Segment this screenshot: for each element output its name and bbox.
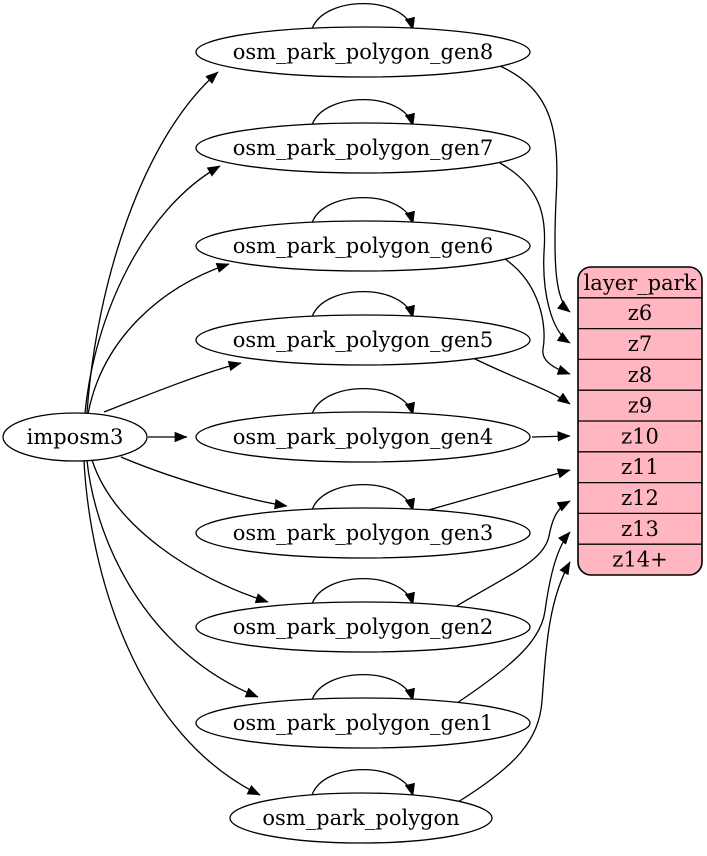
gen6-ellipse (195, 220, 531, 272)
node-imposm3: imposm3 (2, 412, 148, 462)
edge-gen3-to-z11 (424, 468, 571, 512)
osm-park-polygon-ellipse (229, 792, 493, 844)
layer-row-z6: z6 (628, 301, 652, 325)
gen1-label: osm_park_polygon_gen1 (233, 711, 494, 735)
layer-row-z9: z9 (628, 394, 652, 418)
edge-imposm3-to-gen8 (86, 71, 219, 414)
gen8-label: osm_park_polygon_gen8 (233, 40, 494, 64)
edge-gen4-to-z10 (531, 431, 571, 442)
edges-to-layer-rows (424, 65, 571, 803)
self-loop-gen3 (311, 484, 415, 512)
layer-row-z12: z12 (621, 486, 659, 510)
self-loop-gen4 (311, 388, 415, 416)
gen8-ellipse (195, 26, 531, 78)
layer-row-z10: z10 (621, 424, 659, 448)
node-osm-park-polygon-gen4: osm_park_polygon_gen4 (195, 411, 531, 463)
gen7-ellipse (195, 122, 531, 174)
edge-gen5-to-z9 (472, 357, 571, 405)
imposm3-ellipse (2, 412, 148, 462)
node-osm-park-polygon-gen2: osm_park_polygon_gen2 (195, 601, 531, 653)
layer-row-z11: z11 (621, 455, 659, 479)
gen2-ellipse (195, 601, 531, 653)
gen1-ellipse (195, 697, 531, 749)
edge-gen7-to-z7 (499, 162, 571, 344)
gen4-ellipse (195, 411, 531, 463)
layer-park-row-separators (578, 297, 702, 545)
gen7-label: osm_park_polygon_gen7 (233, 136, 494, 160)
node-layer-park: layer_park z6 z7 z8 z9 z10 z11 z12 z13 z… (577, 266, 703, 576)
gen4-label: osm_park_polygon_gen4 (233, 425, 494, 449)
edge-gen2-to-z12 (454, 500, 571, 608)
layer-row-z7: z7 (628, 332, 652, 356)
layer-row-z13: z13 (621, 517, 659, 541)
edge-imposm3-to-osm-park-polygon (83, 460, 261, 796)
gen5-ellipse (195, 314, 531, 366)
layer-park-title: layer_park (584, 271, 697, 295)
self-loop-osm-park-polygon (311, 769, 415, 797)
gen3-label: osm_park_polygon_gen3 (233, 521, 494, 545)
osm-park-polygon-label: osm_park_polygon (262, 806, 459, 830)
edge-imposm3-to-gen5 (103, 360, 242, 413)
gen2-label: osm_park_polygon_gen2 (233, 615, 494, 639)
edge-imposm3-to-gen1 (86, 460, 259, 698)
gen6-label: osm_park_polygon_gen6 (233, 234, 494, 258)
node-osm-park-polygon-gen8: osm_park_polygon_gen8 (195, 26, 531, 78)
edge-imposm3-to-gen3 (120, 456, 288, 510)
edge-imposm3-to-gen7 (84, 165, 221, 414)
imposm3-label: imposm3 (27, 425, 124, 449)
edge-osm-park-polygon-to-z14 (457, 561, 571, 803)
node-osm-park-polygon-gen7: osm_park_polygon_gen7 (195, 122, 531, 174)
self-loop-gen2 (311, 578, 415, 606)
self-loop-gen8 (311, 3, 415, 31)
edge-gen1-to-z13 (456, 531, 571, 704)
node-osm-park-polygon-gen1: osm_park_polygon_gen1 (195, 697, 531, 749)
node-osm-park-polygon-gen5: osm_park_polygon_gen5 (195, 314, 531, 366)
layer-row-z8: z8 (628, 363, 652, 387)
node-osm-park-polygon-gen3: osm_park_polygon_gen3 (195, 507, 531, 559)
self-loop-gen1 (311, 674, 415, 702)
edge-gen6-to-z8 (504, 258, 571, 375)
layer-row-z14: z14+ (612, 548, 667, 572)
edge-imposm3-to-gen2 (91, 459, 269, 604)
gen3-ellipse (195, 507, 531, 559)
node-osm-park-polygon: osm_park_polygon (229, 792, 493, 844)
edge-gen8-to-z6 (499, 65, 571, 313)
edge-imposm3-to-gen6 (87, 262, 230, 415)
self-loops (311, 3, 415, 797)
self-loop-gen5 (311, 291, 415, 319)
gen5-label: osm_park_polygon_gen5 (233, 328, 494, 352)
self-loop-gen6 (311, 197, 415, 225)
node-osm-park-polygon-gen6: osm_park_polygon_gen6 (195, 220, 531, 272)
self-loop-gen7 (311, 99, 415, 127)
edges-imposm3-fanout (83, 71, 288, 796)
